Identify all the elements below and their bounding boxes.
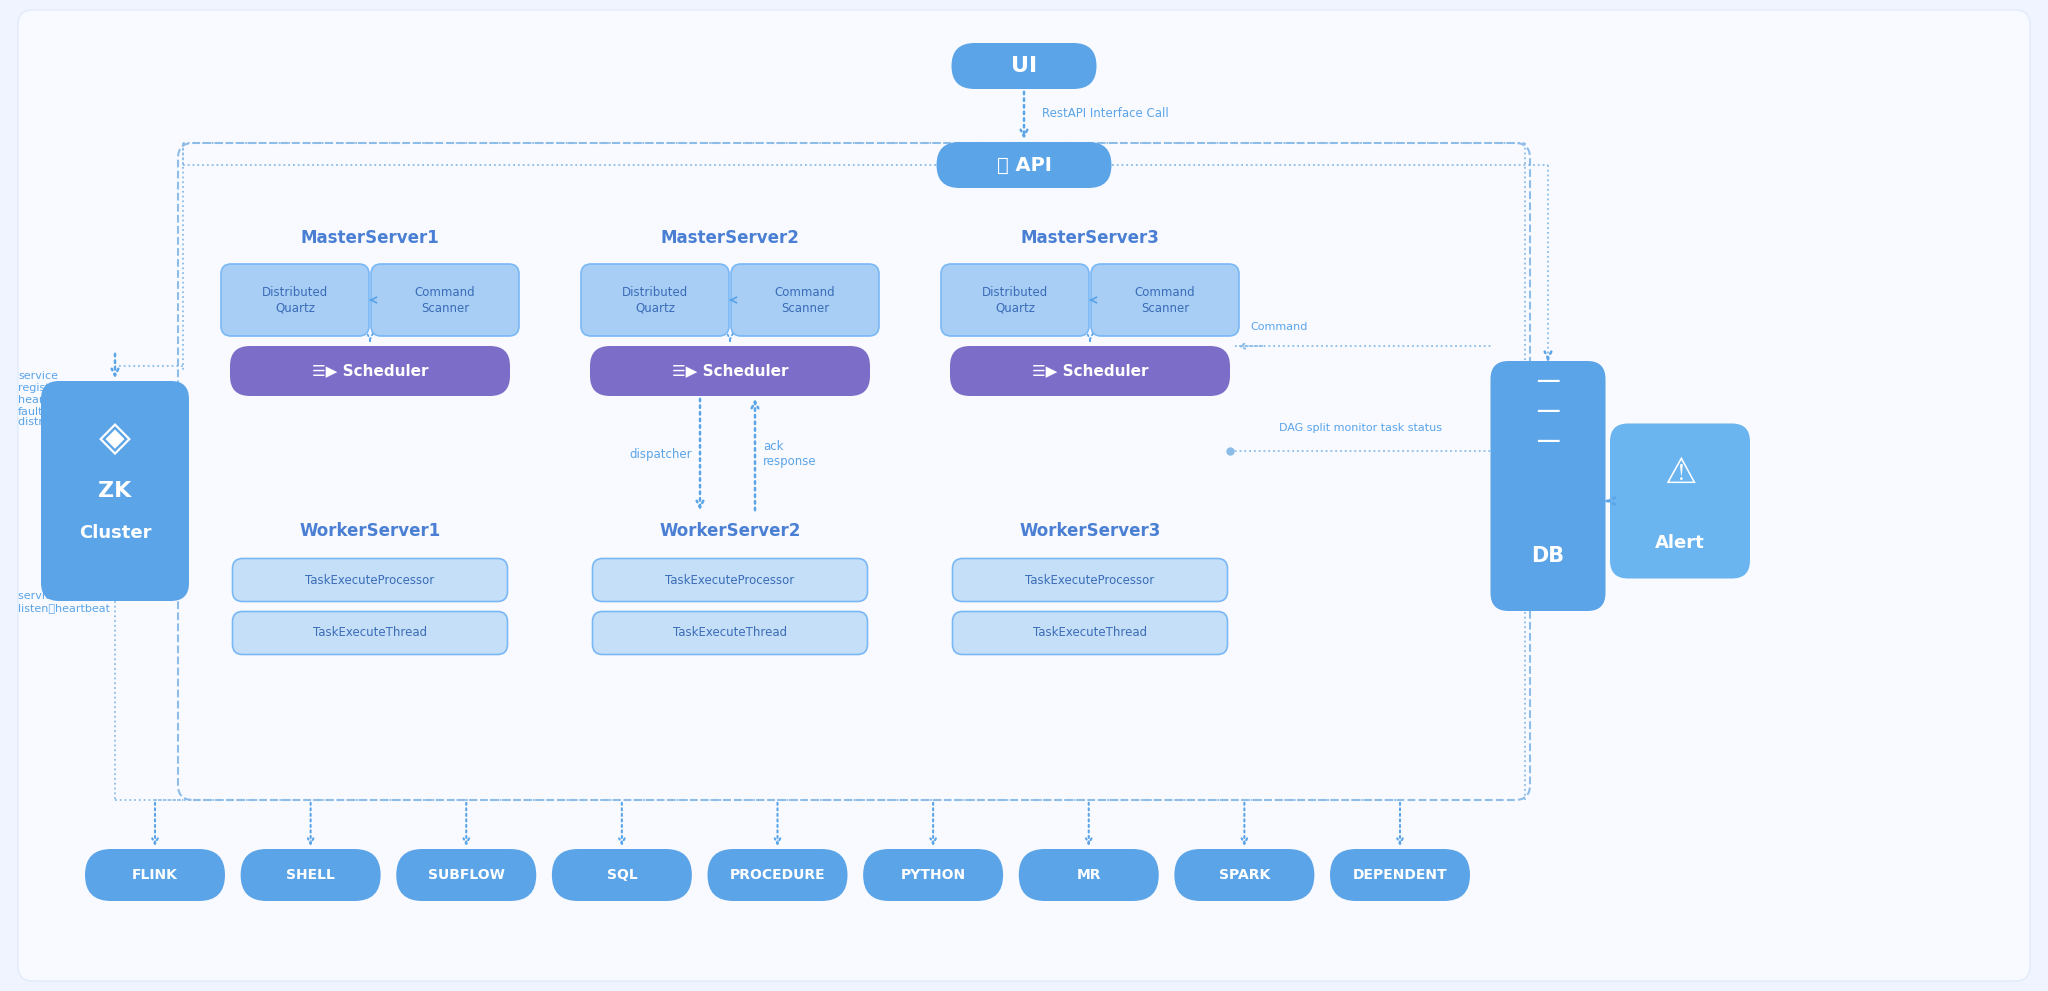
FancyBboxPatch shape xyxy=(1018,849,1159,901)
FancyBboxPatch shape xyxy=(952,611,1227,654)
Text: SUBFLOW: SUBFLOW xyxy=(428,868,504,882)
FancyBboxPatch shape xyxy=(731,264,879,336)
Text: SQL: SQL xyxy=(606,868,637,882)
Text: ⑂ API: ⑂ API xyxy=(997,156,1051,174)
Text: ━━━: ━━━ xyxy=(1536,404,1559,417)
Text: Command
Scanner: Command Scanner xyxy=(774,285,836,314)
Text: MasterServer1: MasterServer1 xyxy=(301,229,440,247)
FancyBboxPatch shape xyxy=(862,849,1004,901)
Text: DEPENDENT: DEPENDENT xyxy=(1352,868,1448,882)
Text: SPARK: SPARK xyxy=(1219,868,1270,882)
Text: Command: Command xyxy=(1249,322,1307,332)
FancyBboxPatch shape xyxy=(582,264,729,336)
FancyBboxPatch shape xyxy=(1092,264,1239,336)
FancyBboxPatch shape xyxy=(18,10,2030,981)
FancyBboxPatch shape xyxy=(592,611,868,654)
Text: DB: DB xyxy=(1532,546,1565,566)
FancyBboxPatch shape xyxy=(1610,423,1749,579)
FancyBboxPatch shape xyxy=(950,346,1231,396)
Text: service
registry、listen、
heartbeat、
fault-tolerant、
distributed lock: service registry、listen、 heartbeat、 faul… xyxy=(18,371,104,427)
FancyBboxPatch shape xyxy=(86,849,225,901)
Text: TaskExecuteThread: TaskExecuteThread xyxy=(313,626,428,639)
FancyBboxPatch shape xyxy=(1174,849,1315,901)
Text: UI: UI xyxy=(1012,56,1036,76)
FancyBboxPatch shape xyxy=(940,264,1090,336)
FancyBboxPatch shape xyxy=(936,142,1112,188)
Text: FLINK: FLINK xyxy=(131,868,178,882)
Text: service registry、
listen、heartbeat: service registry、 listen、heartbeat xyxy=(18,591,111,612)
Text: PYTHON: PYTHON xyxy=(901,868,967,882)
FancyBboxPatch shape xyxy=(233,559,508,602)
Text: ⚠: ⚠ xyxy=(1663,456,1696,490)
Text: ack
response: ack response xyxy=(764,441,817,469)
Text: MasterServer2: MasterServer2 xyxy=(662,229,799,247)
Text: MR: MR xyxy=(1077,868,1102,882)
Text: ☰▶ Scheduler: ☰▶ Scheduler xyxy=(311,364,428,379)
FancyBboxPatch shape xyxy=(1491,361,1606,611)
Text: TaskExecuteThread: TaskExecuteThread xyxy=(674,626,786,639)
FancyBboxPatch shape xyxy=(590,346,870,396)
Text: WorkerServer2: WorkerServer2 xyxy=(659,522,801,540)
FancyBboxPatch shape xyxy=(229,346,510,396)
FancyBboxPatch shape xyxy=(395,849,537,901)
Text: ☰▶ Scheduler: ☰▶ Scheduler xyxy=(1032,364,1149,379)
Text: TaskExecuteProcessor: TaskExecuteProcessor xyxy=(1026,574,1155,587)
Text: ☰▶ Scheduler: ☰▶ Scheduler xyxy=(672,364,788,379)
Text: Distributed
Quartz: Distributed Quartz xyxy=(623,285,688,314)
FancyBboxPatch shape xyxy=(233,611,508,654)
FancyBboxPatch shape xyxy=(240,849,381,901)
Text: ZK: ZK xyxy=(98,481,131,501)
Text: ◈: ◈ xyxy=(98,418,131,460)
Text: SHELL: SHELL xyxy=(287,868,336,882)
Text: MasterServer3: MasterServer3 xyxy=(1020,229,1159,247)
Text: TaskExecuteProcessor: TaskExecuteProcessor xyxy=(666,574,795,587)
Text: dispatcher: dispatcher xyxy=(629,448,692,461)
FancyBboxPatch shape xyxy=(592,559,868,602)
FancyBboxPatch shape xyxy=(41,381,188,601)
Text: WorkerServer3: WorkerServer3 xyxy=(1020,522,1161,540)
FancyBboxPatch shape xyxy=(1329,849,1470,901)
Text: Alert: Alert xyxy=(1655,534,1704,552)
Text: RestAPI Interface Call: RestAPI Interface Call xyxy=(1042,107,1169,120)
FancyBboxPatch shape xyxy=(221,264,369,336)
FancyBboxPatch shape xyxy=(371,264,518,336)
Text: Distributed
Quartz: Distributed Quartz xyxy=(981,285,1049,314)
FancyBboxPatch shape xyxy=(707,849,848,901)
Text: TaskExecuteThread: TaskExecuteThread xyxy=(1032,626,1147,639)
Text: DAG split monitor task status: DAG split monitor task status xyxy=(1278,423,1442,433)
Text: Command
Scanner: Command Scanner xyxy=(414,285,475,314)
Text: WorkerServer1: WorkerServer1 xyxy=(299,522,440,540)
Text: Cluster: Cluster xyxy=(78,524,152,542)
Text: Distributed
Quartz: Distributed Quartz xyxy=(262,285,328,314)
Text: TaskExecuteProcessor: TaskExecuteProcessor xyxy=(305,574,434,587)
Text: ━━━: ━━━ xyxy=(1536,434,1559,448)
FancyBboxPatch shape xyxy=(952,43,1096,89)
Text: PROCEDURE: PROCEDURE xyxy=(729,868,825,882)
Text: Command
Scanner: Command Scanner xyxy=(1135,285,1196,314)
FancyBboxPatch shape xyxy=(551,849,692,901)
FancyBboxPatch shape xyxy=(952,559,1227,602)
Text: ━━━: ━━━ xyxy=(1536,375,1559,387)
